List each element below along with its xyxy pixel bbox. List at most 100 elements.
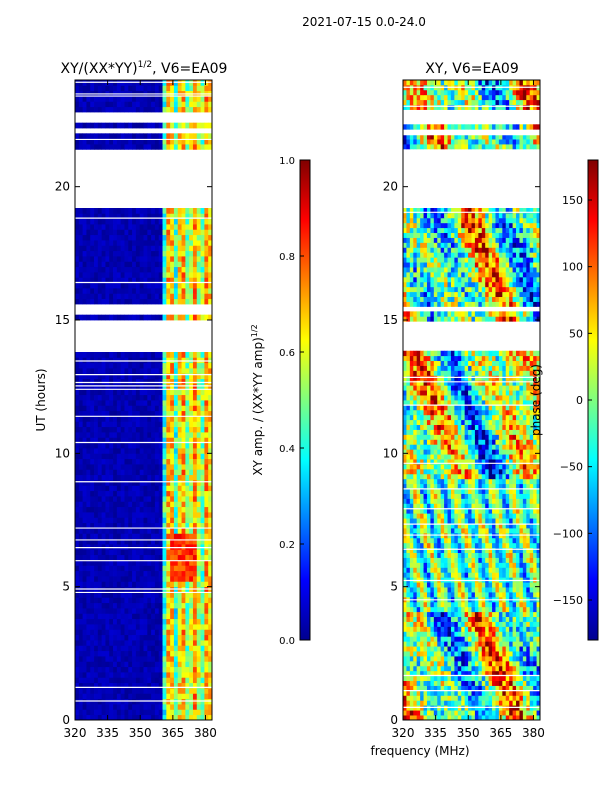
amp-cell (147, 522, 152, 529)
phase-cell (461, 606, 466, 613)
phase-cell (512, 601, 517, 608)
amp-cell (109, 256, 114, 262)
amp-cell (86, 416, 91, 422)
phase-cell (468, 685, 472, 691)
phase-cell (522, 690, 527, 696)
amp-cell (120, 512, 125, 518)
phase-cell (454, 577, 459, 583)
amp-colorbar-tick-label: 1.0 (279, 156, 295, 167)
amp-cell (124, 688, 129, 694)
amp-cell (78, 437, 84, 444)
amp-cell (128, 629, 133, 636)
phase-cell (505, 695, 510, 701)
amp-cell (208, 570, 212, 577)
amp-cell (166, 501, 171, 508)
amp-cell (170, 266, 175, 273)
amp-cell (143, 474, 148, 481)
amp-cell (151, 208, 156, 214)
amp-cell (97, 122, 103, 129)
amp-cell (208, 618, 212, 625)
amp-cell (185, 549, 190, 556)
amp-cell (143, 506, 148, 513)
amp-cell (132, 629, 137, 636)
amp-cell (208, 480, 212, 486)
amp-cell (151, 400, 156, 406)
phase-cell (522, 592, 527, 598)
amp-cell (192, 352, 198, 358)
amp-cell (82, 400, 87, 406)
amp-cell (97, 208, 103, 214)
amp-cell (75, 624, 80, 630)
amp-cell (78, 432, 84, 438)
amp-cell (177, 704, 182, 710)
phase-cell (509, 700, 513, 706)
amp-cell (132, 490, 137, 497)
amp-cell (78, 122, 84, 129)
phase-cell (529, 656, 534, 662)
amp-cell (94, 496, 99, 502)
amp-cell (120, 85, 125, 92)
amp-cell (78, 288, 84, 294)
phase-cell (444, 665, 448, 672)
amp-cell (208, 501, 212, 508)
phase-cell (533, 690, 537, 696)
amp-cell (124, 277, 129, 284)
amp-cell (113, 282, 118, 289)
amp-cell (204, 688, 209, 694)
amp-cell (105, 272, 110, 278)
amp-cell (82, 560, 87, 566)
amp-cell (120, 517, 125, 524)
amp-cell (75, 640, 80, 646)
amp-cell (120, 448, 125, 454)
amp-cell (109, 688, 114, 694)
phase-cell (512, 690, 517, 696)
amp-cell (105, 405, 110, 412)
amp-cell (196, 144, 201, 150)
amp-cell (135, 645, 141, 652)
amp-cell (204, 224, 209, 230)
amp-cell (147, 661, 152, 668)
phase-cell (426, 582, 431, 588)
amp-cell (181, 570, 186, 577)
phase-cell (403, 656, 407, 662)
amp-cell (208, 533, 212, 540)
amp-cell (128, 298, 133, 305)
phase-cell (481, 577, 486, 583)
amp-cell (90, 709, 95, 716)
phase-cell (536, 626, 540, 632)
amp-cell (162, 618, 167, 625)
amp-cell (166, 208, 171, 214)
phase-cell (478, 675, 483, 682)
phase-cell (471, 572, 476, 578)
phase-cell (492, 665, 496, 672)
phase-cell (468, 695, 472, 701)
amp-cell (75, 373, 80, 380)
amp-cell (86, 261, 91, 268)
amp-cell (82, 442, 87, 449)
amp-cell (177, 602, 182, 609)
amp-cell (170, 538, 175, 545)
phase-cell (457, 695, 462, 701)
amp-cell (120, 682, 125, 689)
amp-cell (189, 565, 194, 572)
amp-cell (158, 608, 163, 614)
phase-cell (509, 680, 513, 686)
amp-cell (78, 272, 84, 278)
amp-cell (143, 426, 148, 433)
amp-cell (109, 560, 114, 566)
amp-cell (177, 634, 182, 641)
amp-cell (97, 101, 103, 108)
amp-cell (208, 485, 212, 492)
amp-cell (143, 357, 148, 364)
amp-cell (75, 101, 80, 108)
phase-cell (454, 611, 459, 618)
phase-cell (416, 636, 421, 642)
amp-cell (139, 544, 144, 550)
amp-cell (143, 549, 148, 556)
amp-cell (116, 458, 122, 465)
phase-cell (409, 675, 414, 682)
amp-cell (101, 256, 106, 262)
phase-cell (450, 680, 455, 686)
amp-cell (132, 357, 137, 364)
amp-cell (132, 426, 137, 433)
